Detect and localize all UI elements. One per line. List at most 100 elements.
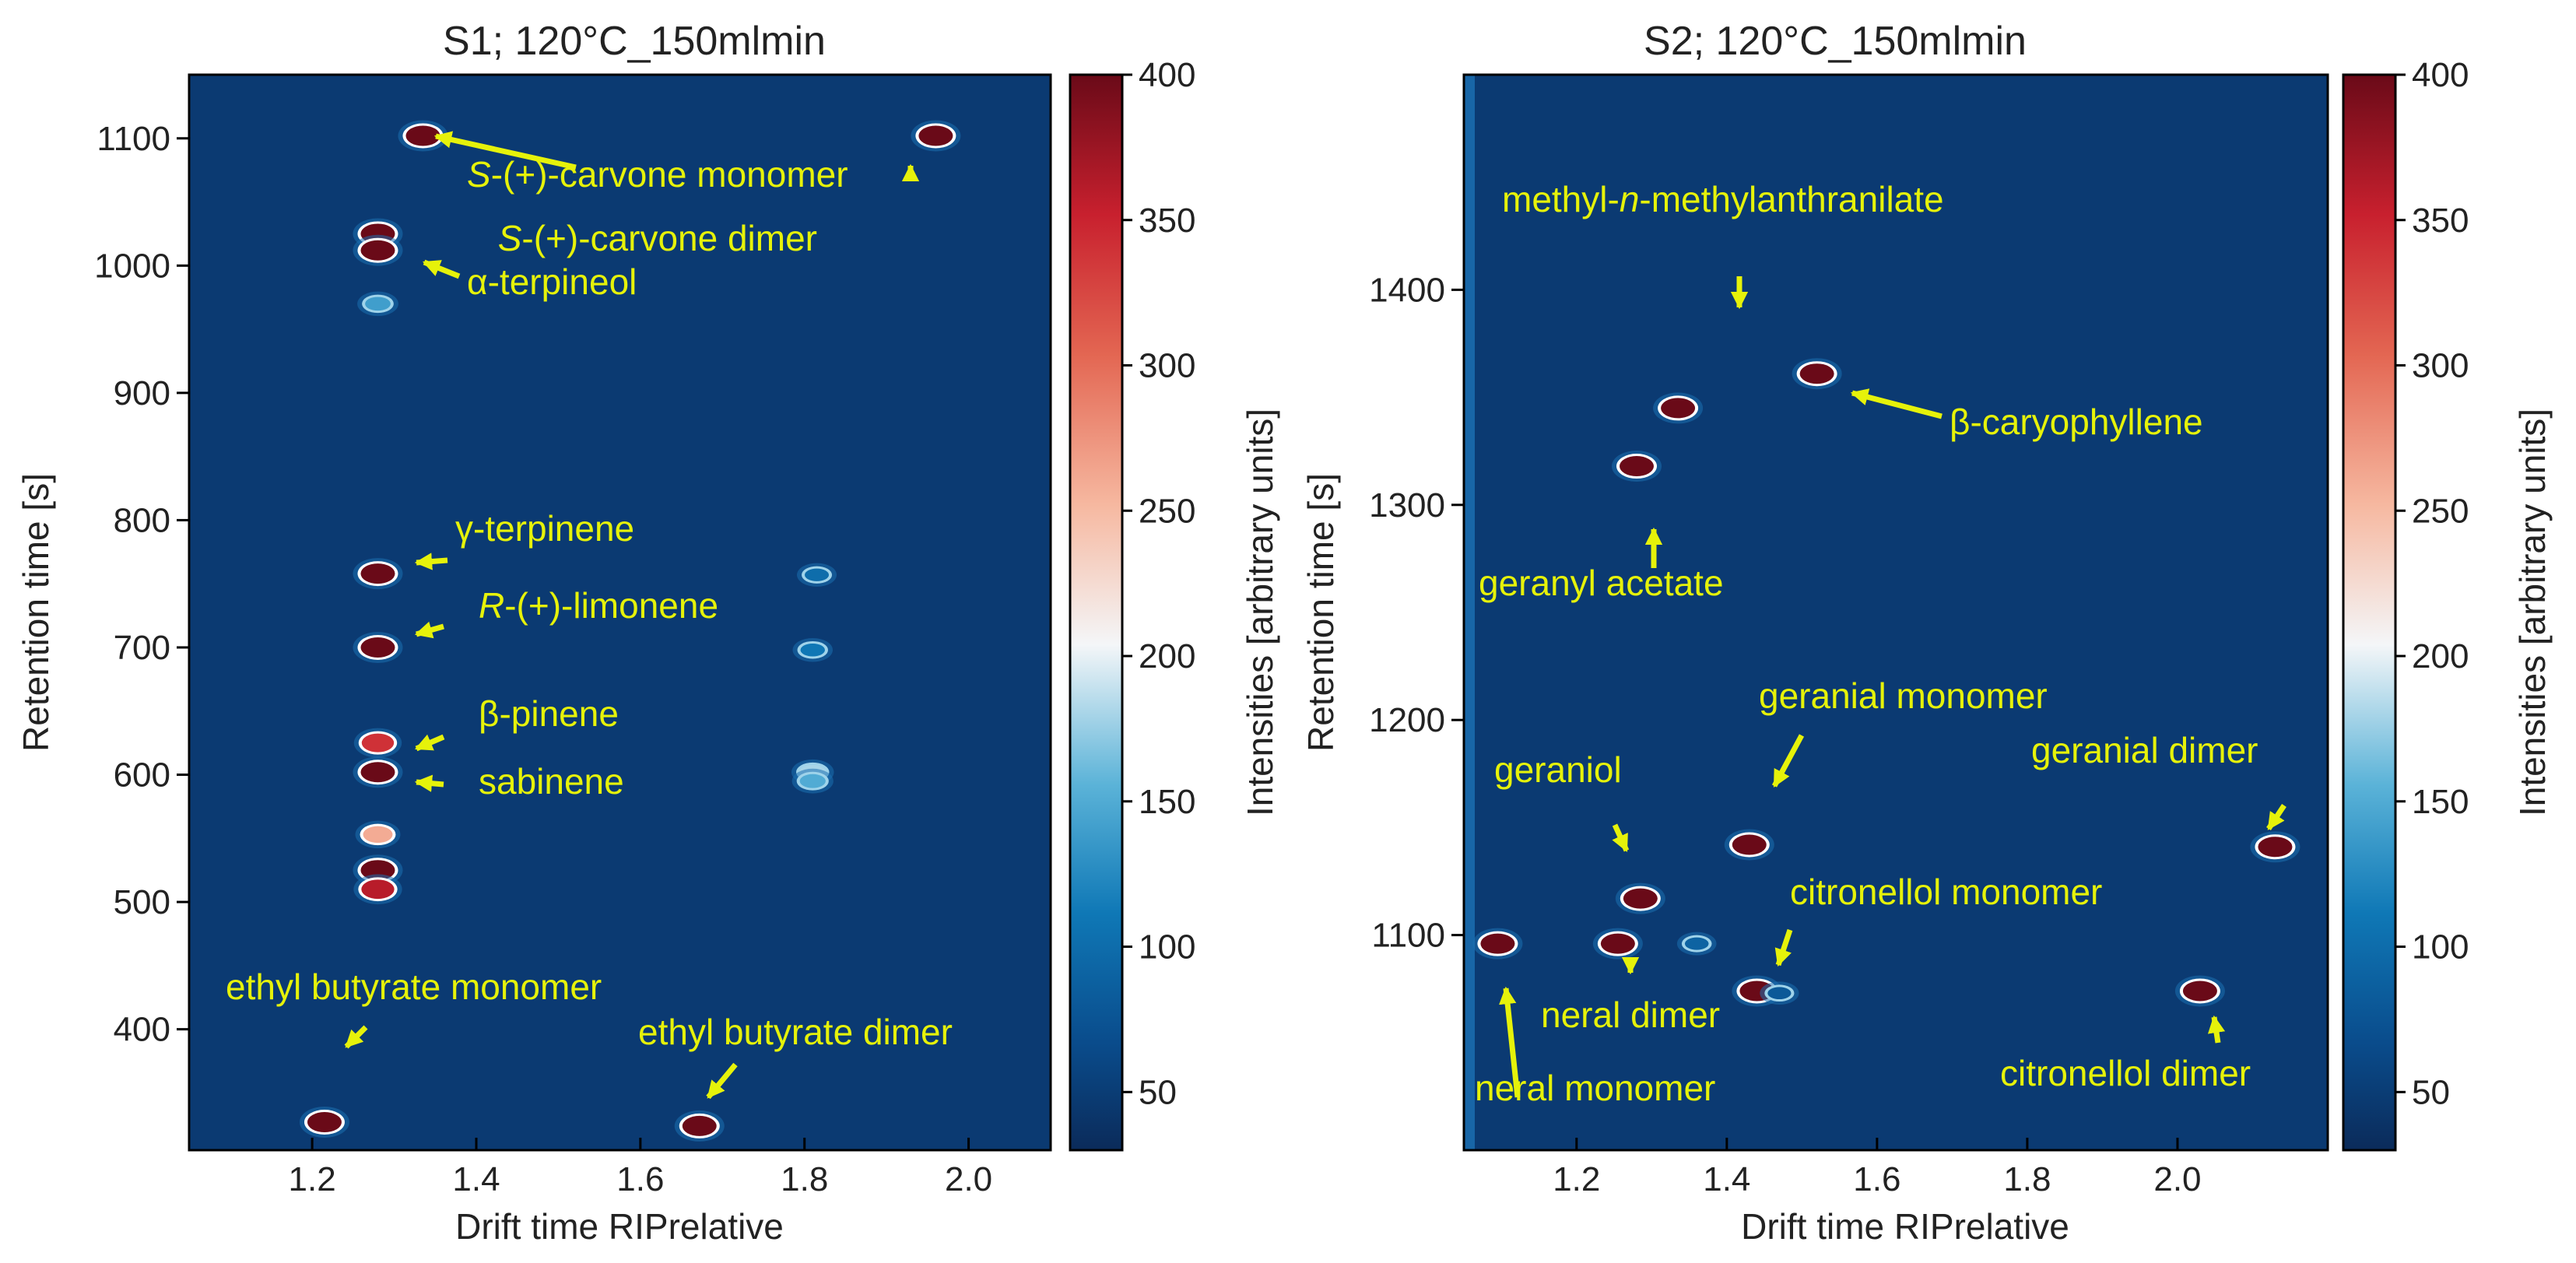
annotation-arrow xyxy=(414,553,448,570)
x-tick-label: 1.8 xyxy=(781,1160,828,1198)
colorbar-tick-label: 200 xyxy=(2412,637,2469,675)
peak-spot xyxy=(791,768,834,794)
peak-spot xyxy=(357,291,398,317)
panel-s1-title: S1; 120°C_150mlmin xyxy=(443,19,826,64)
colorbar-tick-label: 350 xyxy=(1139,202,1195,240)
x-tick-label: 1.4 xyxy=(1703,1160,1750,1198)
panel-s2-colorbar xyxy=(2342,73,2397,1152)
panel-s1-colorbar-label: Intensities [arbitrary units] xyxy=(1240,409,1280,816)
annotation-label: geranial dimer xyxy=(2031,730,2258,770)
panel-s1: S1; 120°C_150mlmin S-(+)-carvone monomer… xyxy=(16,19,1280,1247)
panel-s2: S2; 120°C_150mlmin methyl-n-methylanthra… xyxy=(1300,19,2553,1247)
peak-spot xyxy=(2174,975,2225,1007)
colorbar-tick-label: 200 xyxy=(1139,637,1195,675)
y-tick-label: 900 xyxy=(114,374,170,412)
x-tick-label: 1.4 xyxy=(452,1160,500,1198)
peak-spot xyxy=(353,631,403,663)
annotation-label: S-(+)-carvone monomer xyxy=(467,154,848,195)
annotation-arrow xyxy=(1499,986,1521,1098)
panel-s2-colorbar-ticks: 50 100 150 200 250 300 350 400 xyxy=(2395,56,2469,1111)
annotation-label: geraniol xyxy=(1494,749,1622,790)
annotation-label: R-(+)-limonene xyxy=(479,585,718,626)
annotation-arrow xyxy=(1774,928,1793,967)
panel-s2-colorbar-label: Intensities [arbitrary units] xyxy=(2512,409,2553,816)
y-tick-label: 600 xyxy=(114,756,170,795)
panel-s2-axes: 1.2 1.4 1.6 1.8 2.0 1100 1200 1300 1400 xyxy=(1369,271,2201,1198)
annotation-arrow xyxy=(422,259,461,279)
annotation-label: γ-terpinene xyxy=(455,508,634,549)
panel-s2-plot-area xyxy=(1464,75,2328,1150)
y-tick-label: 1000 xyxy=(94,247,170,285)
peak-spot xyxy=(1472,928,1523,960)
annotation-arrow xyxy=(414,621,444,639)
annotation-label: citronellol dimer xyxy=(2000,1053,2251,1093)
peak-spot xyxy=(1612,451,1662,482)
colorbar-tick-label: 350 xyxy=(2412,202,2469,240)
peak-spot xyxy=(1653,392,1704,424)
colorbar-tick-label: 50 xyxy=(1139,1073,1177,1111)
peak-spot xyxy=(355,820,401,849)
peak-spot xyxy=(353,874,402,905)
annotation-label: neral dimer xyxy=(1541,995,1720,1035)
y-tick-label: 1100 xyxy=(1371,917,1445,955)
x-tick-label: 2.0 xyxy=(2153,1160,2201,1198)
x-tick-label: 1.2 xyxy=(1553,1160,1600,1198)
panel-s2-title: S2; 120°C_150mlmin xyxy=(1644,19,2027,64)
peak-spot xyxy=(1792,358,1842,390)
colorbar-tick-label: 250 xyxy=(1139,492,1195,530)
annotation-label: S-(+)-carvone dimer xyxy=(498,218,817,258)
y-tick-label: 500 xyxy=(114,883,170,921)
colorbar-tick-label: 50 xyxy=(2412,1073,2450,1111)
annotation-label: β-caryophyllene xyxy=(1950,402,2203,442)
annotation-label: α-terpineol xyxy=(467,261,637,302)
annotation-label: methyl-n-methylanthranilate xyxy=(1502,179,1944,219)
panel-s2-ylabel: Retention time [s] xyxy=(1300,473,1341,752)
colorbar-tick-label: 100 xyxy=(2412,928,2469,967)
colorbar-tick-label: 300 xyxy=(2412,347,2469,385)
colorbar-tick-label: 400 xyxy=(2412,56,2469,94)
panel-s1-annotations: S-(+)-carvone monomer S-(+)-carvone dimer… xyxy=(226,154,953,1052)
annotation-label: geranial monomer xyxy=(1759,675,2048,716)
peak-spot xyxy=(1724,829,1774,861)
panel-s1-xlabel: Drift time RIPrelative xyxy=(455,1206,784,1247)
panel-s1-peaks xyxy=(299,120,961,1142)
annotation-arrow xyxy=(1612,823,1630,853)
panel-s2-left-edge-signal xyxy=(1464,75,1475,1150)
panel-s1-frame xyxy=(188,73,1052,1152)
y-tick-label: 700 xyxy=(114,629,170,667)
y-tick-label: 800 xyxy=(114,501,170,539)
annotation-arrow xyxy=(344,1025,368,1049)
annotation-arrow xyxy=(2207,1015,2226,1044)
x-tick-label: 2.0 xyxy=(945,1160,992,1198)
peak-spot xyxy=(792,637,833,662)
y-tick-label: 1300 xyxy=(1369,486,1445,524)
annotation-arrow xyxy=(414,774,444,792)
panel-s1-plot-area xyxy=(189,75,1051,1150)
annotation-label: geranyl acetate xyxy=(1479,563,1724,603)
colorbar-tick-label: 250 xyxy=(2412,492,2469,530)
peak-spot xyxy=(1676,931,1717,956)
annotation-label: sabinene xyxy=(479,761,624,802)
y-tick-label: 1100 xyxy=(97,120,170,158)
panel-s2-frame xyxy=(1462,73,2329,1152)
colorbar-tick-label: 400 xyxy=(1139,56,1195,94)
panel-s1-colorbar-ticks: 50 100 150 200 250 300 350 400 xyxy=(1122,56,1195,1111)
panel-s2-xlabel: Drift time RIPrelative xyxy=(1741,1206,2069,1247)
annotation-arrow xyxy=(706,1062,738,1100)
panel-s1-ylabel: Retention time [s] xyxy=(16,473,56,752)
colorbar-tick-label: 150 xyxy=(1139,783,1195,821)
peak-spot xyxy=(797,563,837,587)
peak-spot xyxy=(353,728,402,758)
panel-s1-axes: 1.2 1.4 1.6 1.8 2.0 400 500 600 700 800 900 1000 110… xyxy=(94,120,992,1198)
annotation-arrow xyxy=(433,131,577,170)
annotation-label: ethyl butyrate dimer xyxy=(638,1012,953,1052)
peak-spot xyxy=(2250,831,2301,863)
peak-spot xyxy=(353,558,403,590)
annotation-arrow xyxy=(414,734,445,752)
x-tick-label: 1.6 xyxy=(1853,1160,1900,1198)
panel-s2-annotations: methyl-n-methylanthranilate β-caryophylle… xyxy=(1475,179,2258,1108)
peak-spot xyxy=(353,234,403,266)
annotation-arrow xyxy=(2266,804,2286,830)
annotation-label: ethyl butyrate monomer xyxy=(226,967,602,1007)
